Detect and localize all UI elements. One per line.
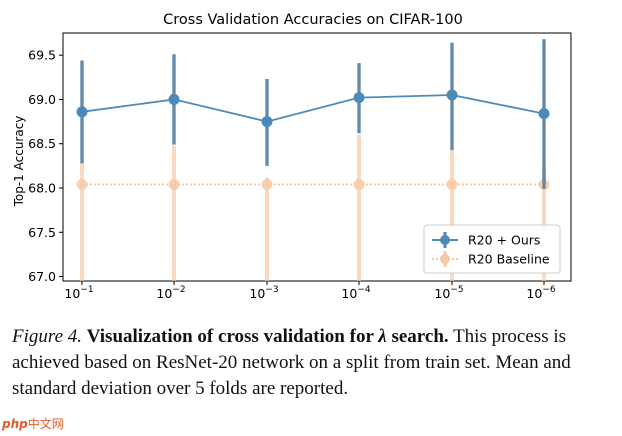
y-tick-label: 68.5 (28, 136, 56, 151)
watermark-logo: php (2, 417, 28, 431)
ours-point (261, 116, 273, 128)
ours-point (76, 106, 88, 118)
watermark-text: 中文网 (27, 417, 64, 431)
watermark: php中文网 (2, 415, 64, 432)
x-tick-label: 10−3 (249, 285, 278, 301)
chart-title: Cross Validation Accuracies on CIFAR-100 (163, 12, 463, 28)
x-tick-label: 10−2 (156, 285, 185, 301)
ours-point (446, 89, 458, 101)
legend-item-baseline-label: R20 Baseline (468, 252, 550, 267)
baseline-point (76, 178, 88, 190)
x-tick-label: 10−1 (64, 285, 93, 301)
ours-line (81, 94, 545, 123)
caption-title-end: search. (386, 326, 449, 347)
plot-frame (62, 32, 572, 282)
caption-label: Figure 4. (12, 326, 83, 347)
figure-caption: Figure 4. Visualization of cross validat… (12, 324, 612, 402)
ours-point (168, 93, 180, 105)
legend-item-ours-marker (440, 235, 450, 245)
y-tick-label: 67.5 (28, 225, 56, 240)
legend: R20 + Ours R20 Baseline (423, 224, 561, 274)
legend-item-ours-label: R20 + Ours (468, 233, 540, 248)
caption-title-start: Visualization of cross validation for (86, 326, 379, 347)
baseline-point (261, 178, 273, 190)
baseline-point (446, 178, 458, 190)
y-tick-label: 68.0 (28, 181, 56, 196)
y-tick-label: 69.5 (28, 48, 56, 63)
legend-frame (423, 224, 561, 274)
baseline-point (168, 178, 180, 190)
ours-point (353, 92, 365, 104)
x-tick-label: 10−4 (341, 285, 370, 301)
x-tick-label: 10−6 (526, 285, 555, 301)
x-tick-label: 10−5 (434, 285, 463, 301)
baseline-point (353, 178, 365, 190)
chart: 67.0 67.5 68.0 68.5 69.0 69.5 10−1 10−2 10−3 10−4… (12, 12, 572, 301)
y-axis-label: Top-1 Accuracy (12, 116, 26, 208)
y-tick-label: 69.0 (28, 92, 56, 107)
legend-item-baseline-marker (440, 254, 450, 264)
caption-lambda: λ (378, 326, 387, 347)
ours-point (538, 108, 550, 120)
caption-body: This process is achieved based on ResNet… (12, 326, 571, 399)
y-tick-label: 67.0 (28, 269, 56, 284)
